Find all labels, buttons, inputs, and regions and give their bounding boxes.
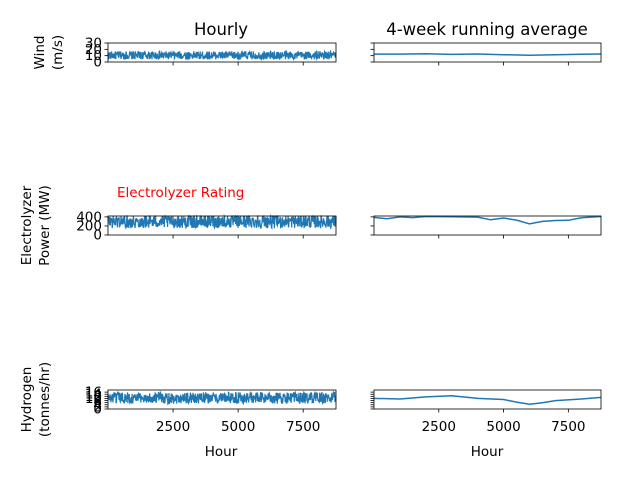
y-tick-label: 10	[85, 48, 102, 64]
y-tick-label: 4	[93, 397, 102, 413]
running-average-line	[373, 215, 602, 225]
hourly-series-line	[107, 390, 337, 406]
hourly-series-line	[107, 214, 337, 231]
x-tick-label: 5000	[221, 419, 255, 435]
running-average-line	[373, 395, 602, 406]
y-tick-label: 12	[85, 389, 102, 405]
y-axis-label: Electrolyzer Power (MW)	[19, 185, 53, 266]
x-tick-label: 7500	[551, 419, 585, 435]
x-tick-label: 2500	[156, 419, 190, 435]
x-tick-label: 5000	[486, 419, 520, 435]
y-tick-label: 0	[93, 228, 102, 244]
plot-frame	[373, 215, 602, 236]
y-tick-label: 0	[93, 402, 102, 418]
electrolyzer-rating-annotation: Electrolyzer Rating	[117, 185, 244, 201]
y-tick-label: 30	[85, 36, 102, 52]
y-tick-label: 8	[93, 393, 102, 409]
right-column-title: 4-week running average	[386, 20, 588, 39]
y-axis-label: Hydrogen (tonnes/hr)	[19, 362, 53, 437]
y-axis-label: Wind (m/s)	[32, 35, 66, 70]
y-tick-label: 400	[76, 209, 102, 225]
y-tick-label: 200	[76, 218, 102, 234]
running-average-line	[374, 53, 602, 56]
plot-frame	[373, 389, 602, 410]
left-column-title: Hourly	[194, 20, 248, 39]
plot-frame	[107, 389, 337, 410]
y-tick-label: 14	[85, 387, 102, 403]
x-axis-label-right: Hour	[471, 444, 504, 460]
hourly-series-line	[107, 49, 337, 62]
y-tick-label: 2	[93, 399, 102, 415]
y-tick-label: 6	[93, 395, 102, 411]
y-tick-label: 16	[85, 385, 102, 401]
y-tick-label: 0	[93, 55, 102, 71]
plot-frame	[107, 215, 337, 236]
x-axis-label-left: Hour	[205, 444, 238, 460]
plot-frame	[373, 42, 602, 63]
x-tick-label: 2500	[422, 419, 456, 435]
x-tick-label: 7500	[286, 419, 320, 435]
y-tick-label: 10	[85, 391, 102, 407]
plot-frame	[107, 42, 337, 63]
y-tick-label: 20	[85, 42, 102, 58]
